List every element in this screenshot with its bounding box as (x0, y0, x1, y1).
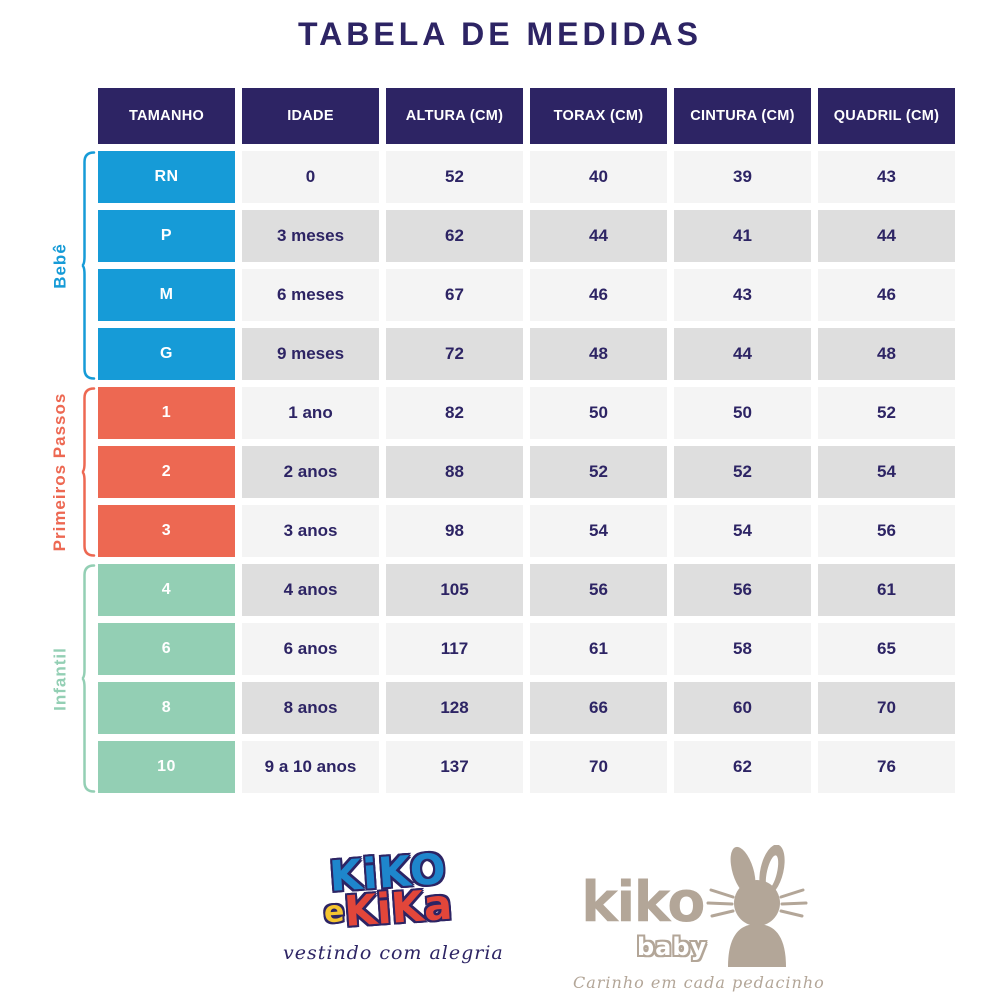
idade-cell: 6 anos (242, 623, 379, 675)
size-cell: G (98, 328, 235, 380)
altura-cell: 105 (386, 564, 523, 616)
quadril-cell: 52 (818, 387, 955, 439)
size-cell: 2 (98, 446, 235, 498)
altura-cell: 67 (386, 269, 523, 321)
kika-logo-text: KiKa (342, 879, 454, 936)
torax-cell: 48 (530, 328, 667, 380)
column-header-altura: ALTURA (CM) (386, 88, 523, 144)
quadril-cell: 54 (818, 446, 955, 498)
cintura-cell: 39 (674, 151, 811, 203)
idade-cell: 3 anos (242, 505, 379, 557)
cintura-cell: 41 (674, 210, 811, 262)
cintura-cell: 50 (674, 387, 811, 439)
quadril-cell: 76 (818, 741, 955, 793)
group-brace-1 (81, 387, 96, 557)
torax-cell: 61 (530, 623, 667, 675)
quadril-cell: 61 (818, 564, 955, 616)
quadril-cell: 70 (818, 682, 955, 734)
column-header-quadril: QUADRIL (CM) (818, 88, 955, 144)
bunny-icon (706, 845, 808, 967)
column-header-size: TAMANHO (98, 88, 235, 144)
altura-cell: 128 (386, 682, 523, 734)
idade-cell: 4 anos (242, 564, 379, 616)
column-header-cintura: CINTURA (CM) (674, 88, 811, 144)
cintura-cell: 62 (674, 741, 811, 793)
torax-cell: 70 (530, 741, 667, 793)
altura-cell: 88 (386, 446, 523, 498)
size-cell: 6 (98, 623, 235, 675)
group-label-1: Primeiros Passos (50, 392, 69, 552)
torax-cell: 54 (530, 505, 667, 557)
cintura-cell: 58 (674, 623, 811, 675)
measurements-table: TAMANHO IDADE ALTURA (CM) TORAX (CM) CINTURA… (98, 88, 955, 793)
torax-cell: 50 (530, 387, 667, 439)
size-cell: 1 (98, 387, 235, 439)
cintura-cell: 54 (674, 505, 811, 557)
page-title: TABELA DE MEDIDAS (298, 16, 702, 52)
quadril-cell: 44 (818, 210, 955, 262)
group-brace-0 (81, 151, 96, 380)
kiko-e-kika-tagline: vestindo com alegria (283, 942, 504, 964)
size-cell: 10 (98, 741, 235, 793)
group-brace-2 (81, 564, 96, 793)
altura-cell: 62 (386, 210, 523, 262)
kiko-baby-name: kiko (581, 870, 706, 935)
kiko-baby-tagline: Carinho em cada pedacinho (573, 973, 825, 992)
altura-cell: 137 (386, 741, 523, 793)
size-cell: M (98, 269, 235, 321)
torax-cell: 56 (530, 564, 667, 616)
altura-cell: 98 (386, 505, 523, 557)
idade-cell: 8 anos (242, 682, 379, 734)
size-cell: 3 (98, 505, 235, 557)
group-label-0: Bebê (50, 242, 69, 289)
kiko-logo-e: e (322, 894, 346, 931)
altura-cell: 117 (386, 623, 523, 675)
altura-cell: 72 (386, 328, 523, 380)
size-cell: P (98, 210, 235, 262)
group-label-2: Infantil (50, 646, 69, 711)
torax-cell: 44 (530, 210, 667, 262)
idade-cell: 3 meses (242, 210, 379, 262)
column-header-torax: TORAX (CM) (530, 88, 667, 144)
torax-cell: 52 (530, 446, 667, 498)
quadril-cell: 43 (818, 151, 955, 203)
size-cell: 8 (98, 682, 235, 734)
quadril-cell: 46 (818, 269, 955, 321)
torax-cell: 66 (530, 682, 667, 734)
quadril-cell: 65 (818, 623, 955, 675)
torax-cell: 40 (530, 151, 667, 203)
kiko-baby-logo: kiko baby Cari (573, 845, 825, 992)
idade-cell: 9 meses (242, 328, 379, 380)
kiko-e-kika-logo: KiKO eKiKa vestindo com alegria (283, 844, 504, 964)
idade-cell: 0 (242, 151, 379, 203)
altura-cell: 52 (386, 151, 523, 203)
idade-cell: 9 a 10 anos (242, 741, 379, 793)
cintura-cell: 56 (674, 564, 811, 616)
idade-cell: 6 meses (242, 269, 379, 321)
column-header-idade: IDADE (242, 88, 379, 144)
quadril-cell: 48 (818, 328, 955, 380)
cintura-cell: 60 (674, 682, 811, 734)
idade-cell: 1 ano (242, 387, 379, 439)
size-cell: RN (98, 151, 235, 203)
cintura-cell: 43 (674, 269, 811, 321)
cintura-cell: 52 (674, 446, 811, 498)
altura-cell: 82 (386, 387, 523, 439)
torax-cell: 46 (530, 269, 667, 321)
quadril-cell: 56 (818, 505, 955, 557)
cintura-cell: 44 (674, 328, 811, 380)
size-cell: 4 (98, 564, 235, 616)
kiko-baby-sub: baby (637, 933, 708, 961)
idade-cell: 2 anos (242, 446, 379, 498)
